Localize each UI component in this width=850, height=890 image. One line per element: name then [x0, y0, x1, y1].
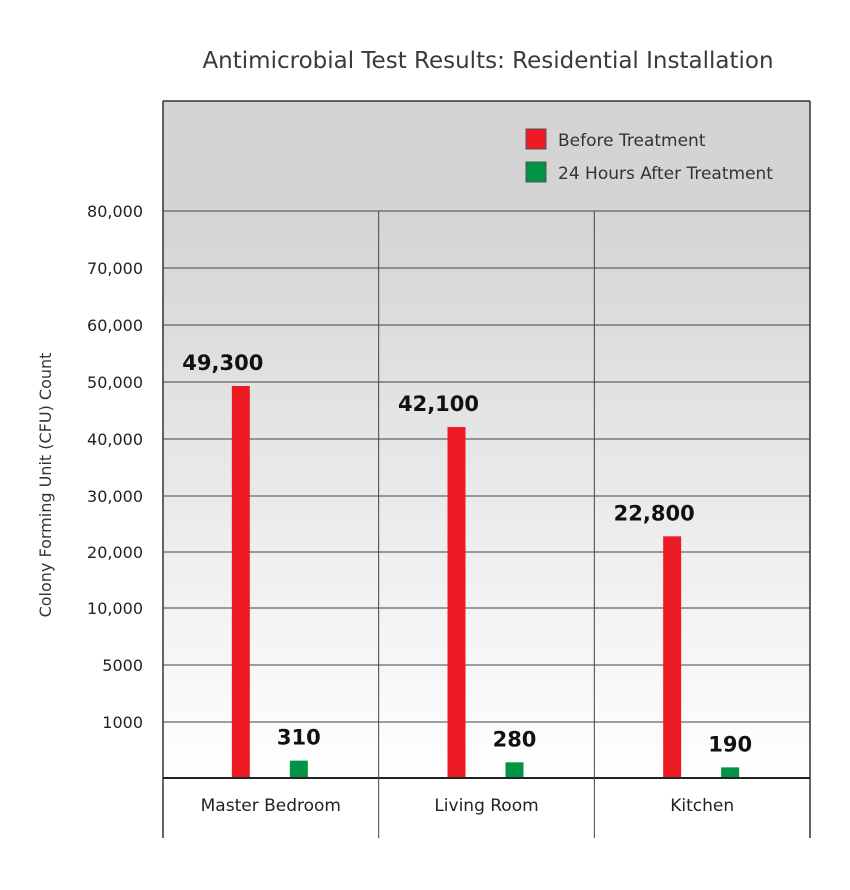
bar-after-treatment: [721, 767, 740, 778]
legend-area-bg: [163, 101, 810, 211]
bar-after-treatment: [505, 762, 524, 778]
category-dividers: [378, 211, 595, 838]
x-tick-label: Kitchen: [670, 796, 734, 816]
y-tick-label: 80,000: [87, 202, 143, 221]
bars: [231, 385, 740, 778]
y-tick-label: 20,000: [87, 543, 143, 562]
bar-before-treatment: [447, 427, 466, 778]
bar-after-treatment: [289, 760, 308, 778]
data-label: 49,300: [182, 351, 263, 375]
y-tick-label: 50,000: [87, 373, 143, 392]
y-tick-label: 70,000: [87, 259, 143, 278]
category-labels: Master Bedroom Living Room Kitchen: [201, 796, 734, 816]
y-tick-label: 1000: [102, 713, 143, 732]
y-tick-label: 60,000: [87, 316, 143, 335]
plot-area-bg: [163, 211, 810, 778]
legend-swatch-after: [525, 161, 547, 183]
y-tick-label: 5000: [102, 656, 143, 675]
data-labels: 49,300 42,100 22,800 310 280 190: [182, 351, 752, 756]
data-label: 280: [493, 727, 537, 751]
y-axis-ticks: 1000 5000 10,000 20,000 30,000 40,000 50,000 60…: [87, 202, 143, 732]
chart-title: Antimicrobial Test Results: Residential …: [202, 48, 773, 74]
y-axis-label: Colony Forming Unit (CFU) Count: [36, 353, 55, 618]
y-tick-label: 40,000: [87, 430, 143, 449]
legend: Before Treatment 24 Hours After Treatmen…: [525, 128, 773, 184]
legend-label-before: Before Treatment: [558, 131, 706, 151]
legend-swatch-before: [525, 128, 547, 150]
data-label: 310: [277, 726, 321, 750]
x-tick-label: Living Room: [434, 796, 538, 816]
y-tick-label: 10,000: [87, 599, 143, 618]
gridlines: [163, 210, 810, 723]
bar-before-treatment: [231, 385, 250, 778]
data-label: 42,100: [398, 392, 479, 416]
bar-before-treatment: [663, 536, 682, 778]
data-label: 22,800: [614, 501, 695, 525]
x-tick-label: Master Bedroom: [201, 796, 341, 816]
legend-label-after: 24 Hours After Treatment: [558, 164, 773, 184]
data-label: 190: [708, 732, 752, 756]
y-tick-label: 30,000: [87, 487, 143, 506]
